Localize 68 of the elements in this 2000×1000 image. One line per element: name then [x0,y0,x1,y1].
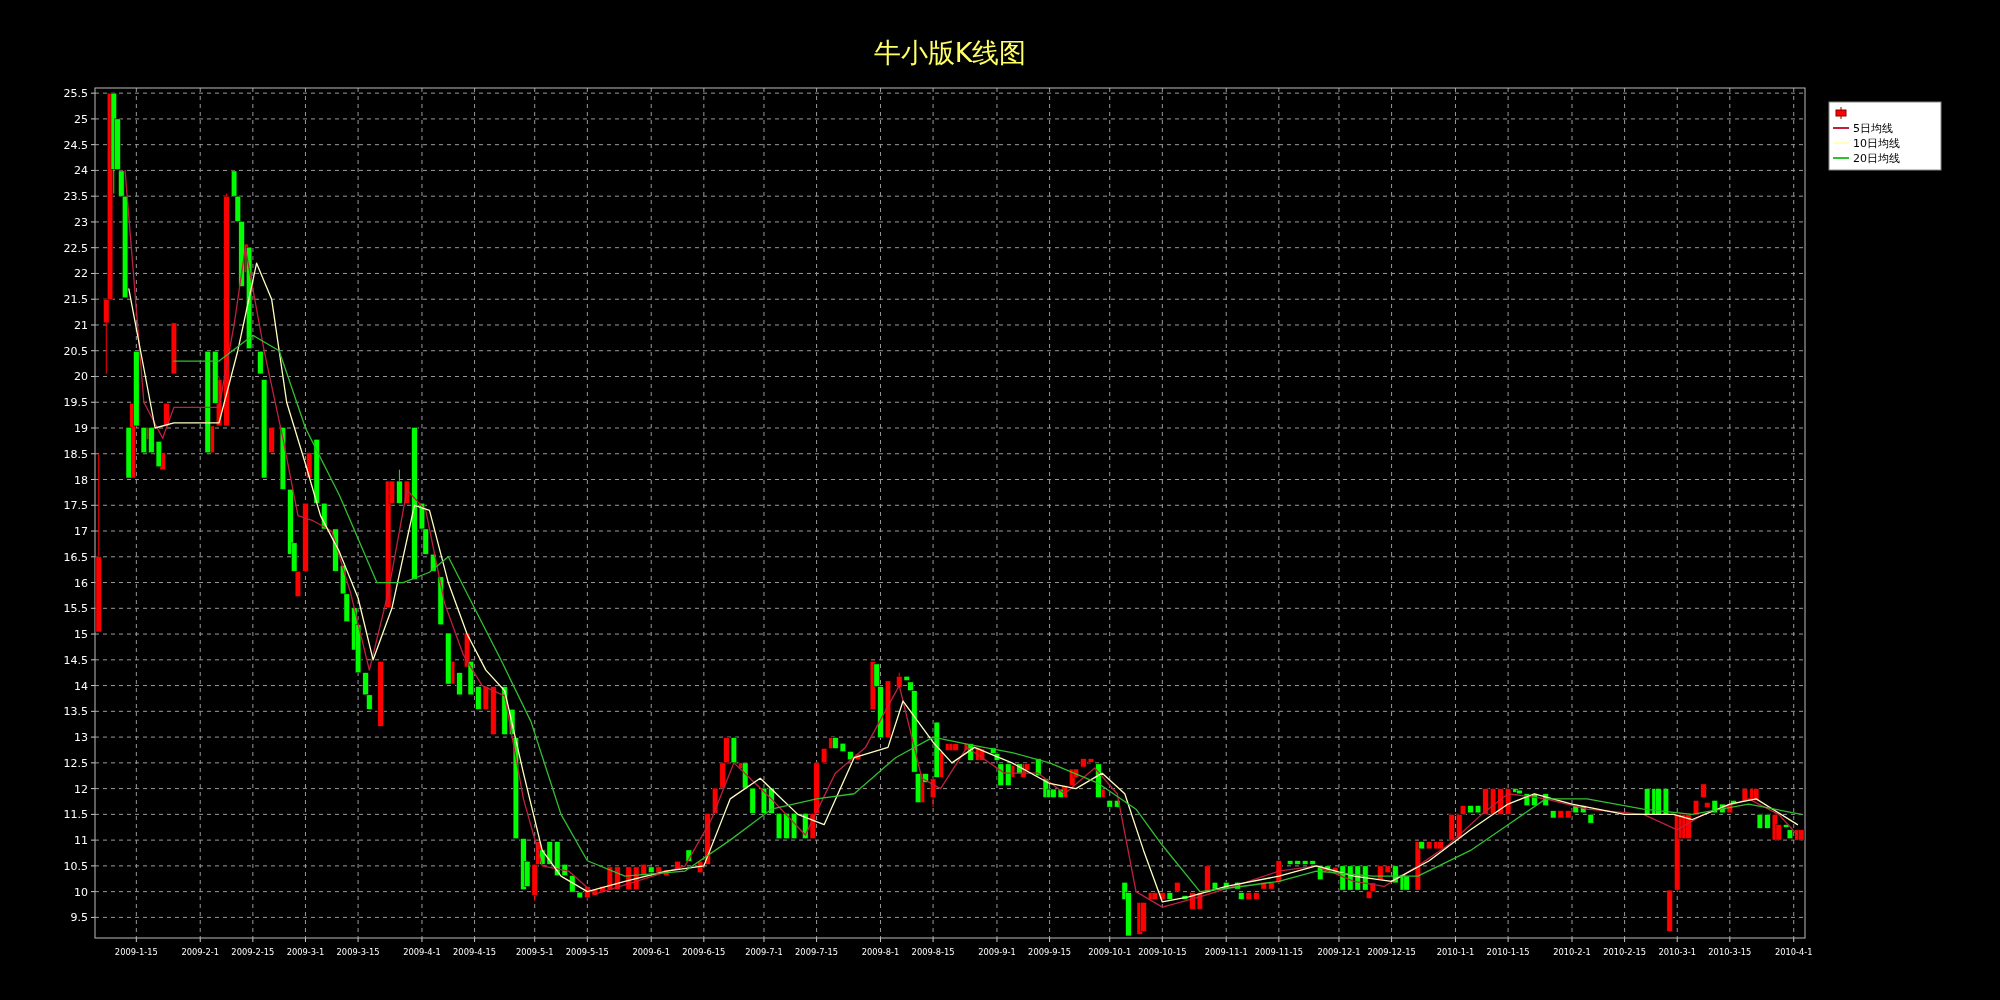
x-tick-label: 2009-11-1 [1204,947,1248,957]
x-tick-label: 2009-7-15 [795,947,839,957]
y-tick-label: 19.5 [63,396,88,410]
y-tick-label: 12.5 [63,756,88,770]
x-tick-label: 2009-10-15 [1138,947,1187,957]
y-tick-label: 23.5 [63,190,88,204]
x-tick-label: 2009-2-1 [181,947,220,957]
y-tick-label: 20.5 [63,344,88,358]
x-tick-label: 2009-4-1 [403,947,441,957]
y-tick-label: 11 [74,834,88,848]
y-tick-label: 22 [74,267,88,281]
x-tick-label: 2009-7-1 [745,947,783,957]
legend-label: 10日均线 [1853,137,1900,150]
x-tick-label: 2009-6-1 [632,947,671,957]
y-tick-label: 21 [74,318,88,332]
y-tick-label: 15.5 [63,602,88,616]
y-tick-label: 13 [74,731,88,745]
x-tick-label: 2009-6-15 [682,947,726,957]
candlestick [257,350,264,375]
x-tick-label: 2009-3-1 [286,947,325,957]
y-tick-label: 17.5 [63,499,88,513]
y-tick-label: 11.5 [63,808,88,822]
y-tick-label: 12 [74,782,88,796]
y-tick-label: 15 [74,628,88,642]
y-tick-label: 14 [74,679,88,693]
y-tick-label: 10.5 [63,859,88,873]
y-tick-label: 13.5 [63,705,88,719]
y-tick-label: 17 [74,525,88,539]
x-tick-label: 2009-5-1 [515,947,554,957]
x-tick-label: 2009-1-15 [114,947,158,957]
x-tick-label: 2009-10-1 [1088,947,1132,957]
x-tick-label: 2009-3-15 [336,947,380,957]
x-tick-label: 2009-4-15 [453,947,497,957]
x-tick-label: 2009-9-1 [978,947,1016,957]
y-tick-label: 22.5 [63,241,88,255]
x-tick-label: 2010-3-15 [1708,947,1752,957]
y-tick-label: 19 [74,422,88,435]
y-tick-label: 16.5 [63,550,88,564]
chart-title: 牛小版K线图 [873,37,1027,68]
y-tick-label: 24 [74,164,88,178]
x-tick-label: 2010-4-1 [1774,947,1813,957]
y-tick-label: 21.5 [63,293,88,307]
legend-label: 5日均线 [1853,122,1893,135]
x-tick-label: 2009-12-1 [1317,947,1361,957]
y-tick-label: 14.5 [63,653,88,667]
y-tick-label: 10 [74,885,88,899]
y-tick-label: 25.5 [63,87,88,101]
y-tick-label: 24.5 [63,138,88,152]
x-tick-label: 2009-8-15 [911,947,955,957]
y-tick-label: 25 [74,112,88,126]
x-tick-label: 2010-1-15 [1486,947,1530,957]
x-tick-label: 2009-8-1 [861,947,900,957]
x-tick-label: 2009-11-15 [1254,947,1303,957]
y-tick-label: 18.5 [63,447,88,461]
y-tick-label: 18 [74,473,88,487]
x-tick-label: 2010-2-15 [1603,947,1647,957]
y-tick-label: 23 [74,215,88,229]
x-tick-label: 2009-2-15 [231,947,275,957]
legend-label: 20日均线 [1853,152,1900,165]
y-tick-label: 16 [74,576,88,590]
x-tick-label: 2009-12-15 [1367,947,1416,957]
x-tick-label: 2009-9-15 [1028,947,1072,957]
x-tick-label: 2009-5-15 [565,947,609,957]
x-tick-label: 2010-3-1 [1658,947,1697,957]
x-tick-label: 2010-2-1 [1553,947,1591,957]
x-tick-label: 2010-1-1 [1436,947,1475,957]
y-tick-label: 20 [74,370,88,384]
y-tick-label: 9.5 [70,911,88,925]
